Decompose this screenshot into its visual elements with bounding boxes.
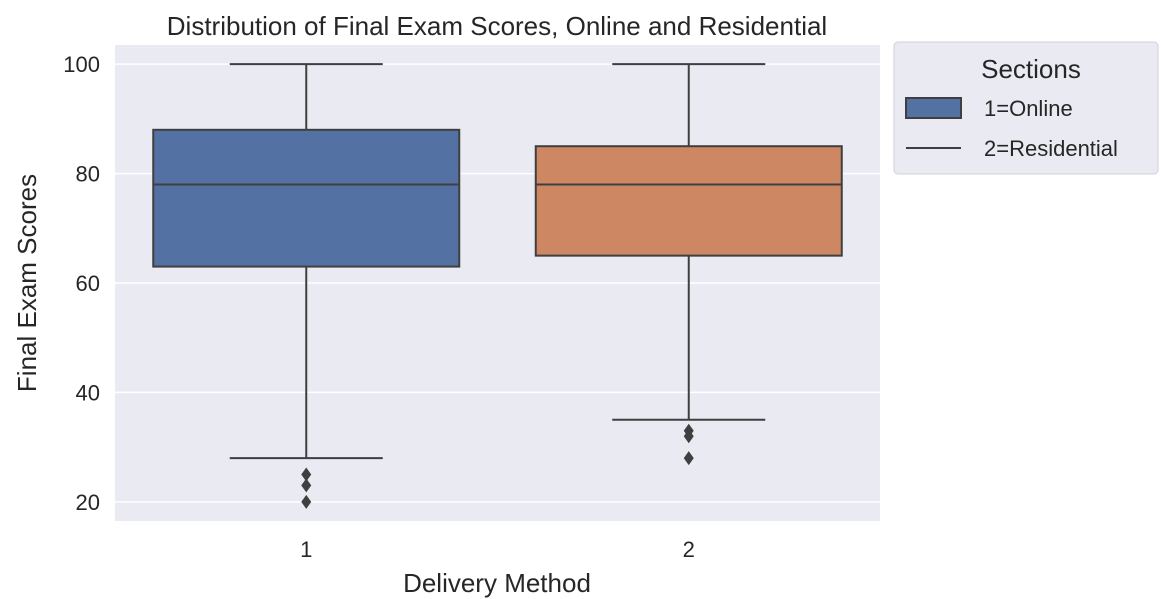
outlier-marker bbox=[301, 467, 312, 482]
x-tick-label-1: 1 bbox=[300, 537, 312, 562]
y-tick-label-60: 60 bbox=[76, 271, 100, 296]
legend: Sections 1=Online 2=Residential bbox=[893, 41, 1159, 175]
y-tick-label-40: 40 bbox=[76, 380, 100, 405]
legend-title: Sections bbox=[981, 54, 1081, 84]
box-group-1 bbox=[152, 63, 461, 509]
y-tick-label-20: 20 bbox=[76, 490, 100, 515]
x-axis-label: Delivery Method bbox=[403, 568, 591, 598]
outlier-marker bbox=[683, 429, 694, 444]
y-tick-label-80: 80 bbox=[76, 162, 100, 187]
x-tick-label-2: 2 bbox=[683, 537, 695, 562]
outlier-marker bbox=[683, 451, 694, 466]
legend-box bbox=[893, 41, 1159, 175]
box-group-2 bbox=[534, 63, 843, 466]
outlier-marker bbox=[301, 494, 312, 509]
legend-residential-label: 2=Residential bbox=[984, 136, 1118, 161]
y-tick-label-100: 100 bbox=[63, 52, 100, 77]
iqr-box bbox=[534, 145, 843, 257]
box-series bbox=[152, 63, 843, 509]
legend-online-swatch bbox=[905, 97, 962, 119]
y-axis-label: Final Exam Scores bbox=[12, 174, 42, 392]
chart-title: Distribution of Final Exam Scores, Onlin… bbox=[167, 11, 827, 41]
iqr-box bbox=[152, 128, 461, 268]
y-axis-ticks: 20 40 60 80 100 bbox=[63, 52, 100, 515]
outlier-marker bbox=[301, 478, 312, 493]
legend-online-label: 1=Online bbox=[984, 96, 1073, 121]
